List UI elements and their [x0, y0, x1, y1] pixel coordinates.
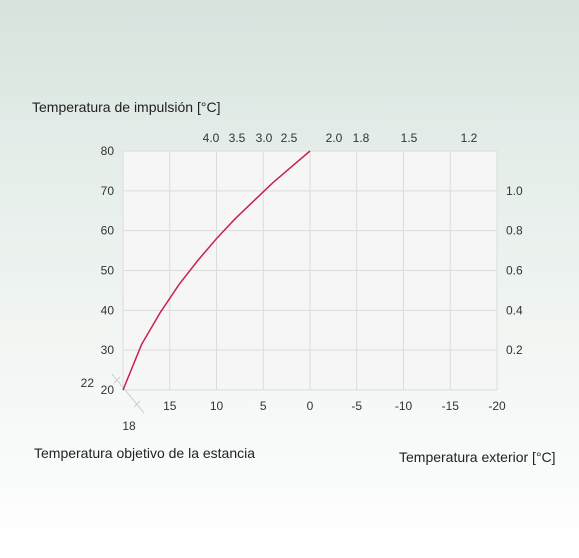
y-tick-label: 70 [101, 184, 115, 198]
x-tick-label: -20 [488, 399, 506, 413]
x-tick-label: -10 [395, 399, 413, 413]
right-tick-label: 0.8 [506, 224, 523, 238]
right-tick-label: 0.2 [506, 343, 523, 357]
x-tick-label: 0 [307, 399, 314, 413]
top-tick-label: 3.5 [229, 131, 246, 145]
x-tick-label: 10 [210, 399, 224, 413]
y-axis-title: Temperatura de impulsión [°C] [32, 99, 221, 115]
y-tick-label: 60 [101, 224, 115, 238]
right-tick-label: 1.0 [506, 184, 523, 198]
right-tick-label: 0.6 [506, 264, 523, 278]
top-tick-label: 1.5 [401, 131, 418, 145]
room-target-tick [133, 400, 141, 408]
top-tick-label: 1.8 [353, 131, 370, 145]
x-tick-label: 5 [260, 399, 267, 413]
top-tick-label: 2.5 [281, 131, 298, 145]
heating-curve-line [122, 150, 311, 391]
y-tick-label: 50 [101, 264, 115, 278]
top-tick-label: 3.0 [256, 131, 273, 145]
y-tick-label: 30 [101, 343, 115, 357]
y-tick-label: 80 [101, 144, 115, 158]
top-tick-label: 1.2 [461, 131, 478, 145]
top-tick-label: 4.0 [203, 131, 220, 145]
x-tick-label: -5 [351, 399, 362, 413]
x-tick-label: 15 [163, 399, 177, 413]
room-target-title: Temperatura objetivo de la estancia [34, 445, 256, 461]
y-tick-label: 40 [101, 303, 115, 317]
room-target-axis [111, 373, 145, 414]
room-target-tick-label: 18 [122, 419, 136, 433]
y-tick-label: 20 [101, 383, 115, 397]
x-tick-label: -15 [442, 399, 460, 413]
room-target-tick-label: 22 [81, 376, 95, 390]
right-tick-label: 0.4 [506, 303, 523, 317]
x-axis-title: Temperatura exterior [°C] [399, 449, 556, 465]
room-target-tick [113, 376, 121, 384]
top-tick-label: 2.0 [326, 131, 343, 145]
